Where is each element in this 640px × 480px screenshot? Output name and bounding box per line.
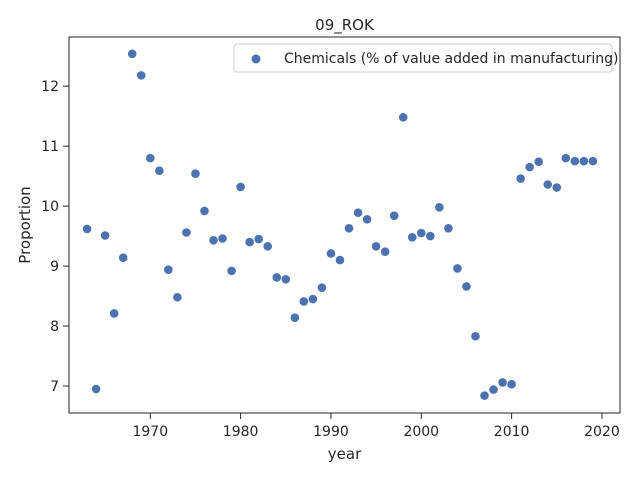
data-point [308,294,318,304]
data-point [498,378,507,387]
x-axis-label: year [328,445,362,463]
y-tick-label: 10 [41,199,59,215]
data-point [109,309,119,318]
y-tick-label: 7 [50,379,59,395]
data-point [344,223,354,233]
legend: Chemicals (% of value added in manufactu… [233,43,618,73]
data-point [489,385,498,394]
x-tick-label: 1990 [313,424,349,440]
data-point [534,157,544,167]
x-tick-label: 1970 [132,424,168,440]
data-point [281,274,291,284]
data-point [435,203,444,212]
data-point [290,313,300,322]
x-tick-label: 2010 [494,424,530,440]
data-point [326,249,336,258]
y-tick-label: 8 [50,319,59,335]
data-point [543,180,553,189]
x-tick-label: 2020 [584,424,620,440]
legend-box [233,43,613,73]
y-tick-label: 12 [41,79,59,95]
legend-label: Chemicals (% of value added in manufactu… [284,51,618,67]
data-point [164,265,173,274]
chart-title: 09_ROK [315,16,375,35]
data-point [353,208,363,218]
data-point [579,156,589,166]
data-point [173,292,182,302]
data-point [398,113,408,122]
data-points [82,49,598,400]
data-point [236,182,245,192]
data-point [389,211,399,221]
y-tick-label: 9 [50,259,59,275]
data-point [272,273,282,282]
data-point [263,241,273,251]
data-point [380,247,390,256]
x-tick-label: 1980 [223,424,259,440]
data-point [462,282,471,291]
data-point [299,297,309,306]
data-point [317,283,327,292]
data-point [480,391,489,400]
legend-marker [251,54,261,64]
data-point [444,223,453,233]
data-point [588,156,598,166]
data-point [200,206,209,216]
data-point [516,174,525,183]
y-axis: 7 8 9 10 11 12 [41,79,69,395]
data-point [371,241,381,251]
data-point [335,255,345,265]
data-point [471,331,480,341]
x-tick-label: 2000 [403,424,439,440]
data-point [507,379,516,389]
data-point [91,384,101,394]
x-axis: 1970 1980 1990 2000 2010 2020 [132,413,620,440]
data-point [254,234,263,244]
y-tick-label: 11 [41,139,59,155]
data-point [570,156,580,166]
data-point [362,215,372,224]
data-point [407,232,417,242]
data-point [191,169,200,179]
data-point [145,153,155,163]
data-point [426,231,435,241]
data-point [182,228,191,237]
y-axis-label: Proportion [16,186,34,263]
data-point [561,153,571,163]
data-point [209,235,218,245]
data-point [100,231,110,240]
data-point [218,234,227,243]
data-point [155,166,164,176]
plot-area [68,36,621,414]
data-point [136,71,146,80]
data-point [227,266,236,276]
data-point [525,162,534,172]
data-point [82,224,92,234]
data-point [245,237,254,247]
data-point [127,49,137,59]
data-point [118,253,128,262]
data-point [453,264,462,273]
data-point [552,183,562,192]
data-point [416,228,426,238]
